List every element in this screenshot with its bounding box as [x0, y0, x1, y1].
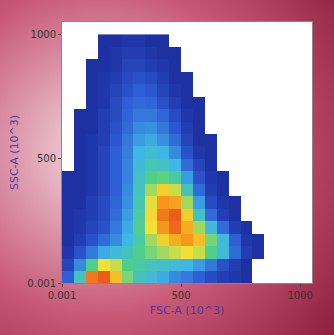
svg-text:1000: 1000 — [287, 290, 312, 301]
svg-text:500: 500 — [172, 290, 191, 301]
svg-text:1000: 1000 — [31, 29, 56, 40]
svg-text:500: 500 — [37, 153, 56, 164]
svg-text:0.001: 0.001 — [48, 290, 77, 301]
svg-text:FSC-A (10^3): FSC-A (10^3) — [150, 304, 224, 317]
svg-text:0.001: 0.001 — [27, 278, 56, 289]
svg-text:SSC-A (10^3): SSC-A (10^3) — [8, 115, 21, 190]
